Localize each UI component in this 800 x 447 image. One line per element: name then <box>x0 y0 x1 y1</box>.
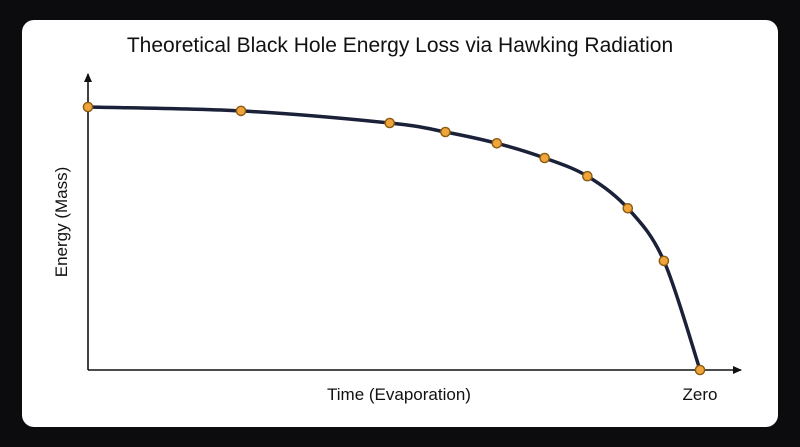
series-line <box>86 105 702 372</box>
x-axis-end-label: Zero <box>683 385 718 404</box>
data-point-0 <box>82 101 94 113</box>
data-point-1 <box>235 105 247 117</box>
x-axis-label: Time (Evaporation) <box>327 385 471 404</box>
data-point-5 <box>539 152 550 164</box>
data-point-7 <box>622 202 634 214</box>
data-point-8 <box>658 255 670 267</box>
data-point-group <box>82 101 706 376</box>
chart-title: Theoretical Black Hole Energy Loss via H… <box>126 34 674 57</box>
data-point-6 <box>582 170 593 182</box>
y-axis-label: Energy (Mass) <box>52 167 71 278</box>
chart-card: Theoretical Black Hole Energy Loss via H… <box>22 20 778 427</box>
data-point-9 <box>694 364 706 376</box>
data-point-2 <box>384 117 396 129</box>
data-point-4 <box>491 137 503 149</box>
data-point-3 <box>440 126 451 138</box>
